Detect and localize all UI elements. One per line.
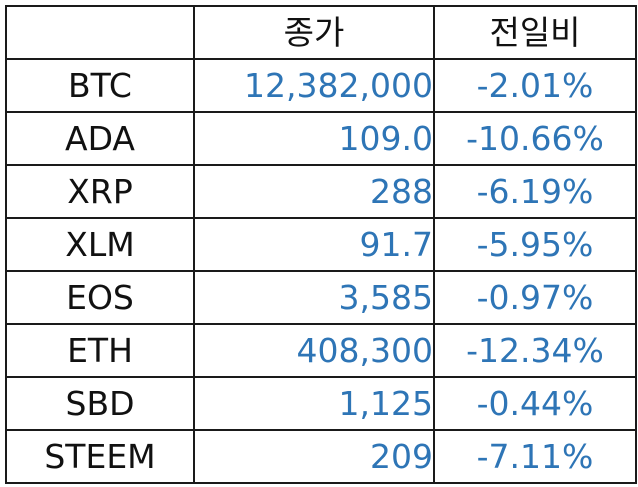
close-price-value: 1,125 — [193, 376, 435, 431]
close-price-value: 288 — [193, 164, 435, 219]
daily-change-value: -7.11% — [433, 429, 637, 484]
daily-change-value: -2.01% — [433, 58, 637, 113]
daily-change-value: -0.44% — [433, 376, 637, 431]
table-row: SBD 1,125 -0.44% — [5, 376, 637, 431]
coin-name: ADA — [5, 111, 195, 166]
table-row: ADA 109.0 -10.66% — [5, 111, 637, 166]
daily-change-value: -12.34% — [433, 323, 637, 378]
daily-change-value: -10.66% — [433, 111, 637, 166]
close-price-value: 91.7 — [193, 217, 435, 272]
close-price-value: 408,300 — [193, 323, 435, 378]
coin-name: XRP — [5, 164, 195, 219]
coin-name: ETH — [5, 323, 195, 378]
close-price-value: 3,585 — [193, 270, 435, 325]
close-price-value: 209 — [193, 429, 435, 484]
table-row: XRP 288 -6.19% — [5, 164, 637, 219]
header-row: 종가 전일비 — [5, 5, 637, 60]
coin-name: XLM — [5, 217, 195, 272]
close-price-value: 109.0 — [193, 111, 435, 166]
table-row: XLM 91.7 -5.95% — [5, 217, 637, 272]
coin-name: STEEM — [5, 429, 195, 484]
header-daily-change: 전일비 — [433, 5, 637, 60]
table-row: BTC 12,382,000 -2.01% — [5, 58, 637, 113]
daily-change-value: -6.19% — [433, 164, 637, 219]
close-price-value: 12,382,000 — [193, 58, 435, 113]
coin-name: EOS — [5, 270, 195, 325]
daily-change-value: -0.97% — [433, 270, 637, 325]
price-table: 종가 전일비 BTC 12,382,000 -2.01% ADA 109.0 -… — [5, 5, 637, 484]
daily-change-value: -5.95% — [433, 217, 637, 272]
table-row: STEEM 209 -7.11% — [5, 429, 637, 484]
header-close-price: 종가 — [193, 5, 435, 60]
coin-name: BTC — [5, 58, 195, 113]
header-corner-cell — [5, 5, 195, 60]
table-row: ETH 408,300 -12.34% — [5, 323, 637, 378]
coin-name: SBD — [5, 376, 195, 431]
table-row: EOS 3,585 -0.97% — [5, 270, 637, 325]
